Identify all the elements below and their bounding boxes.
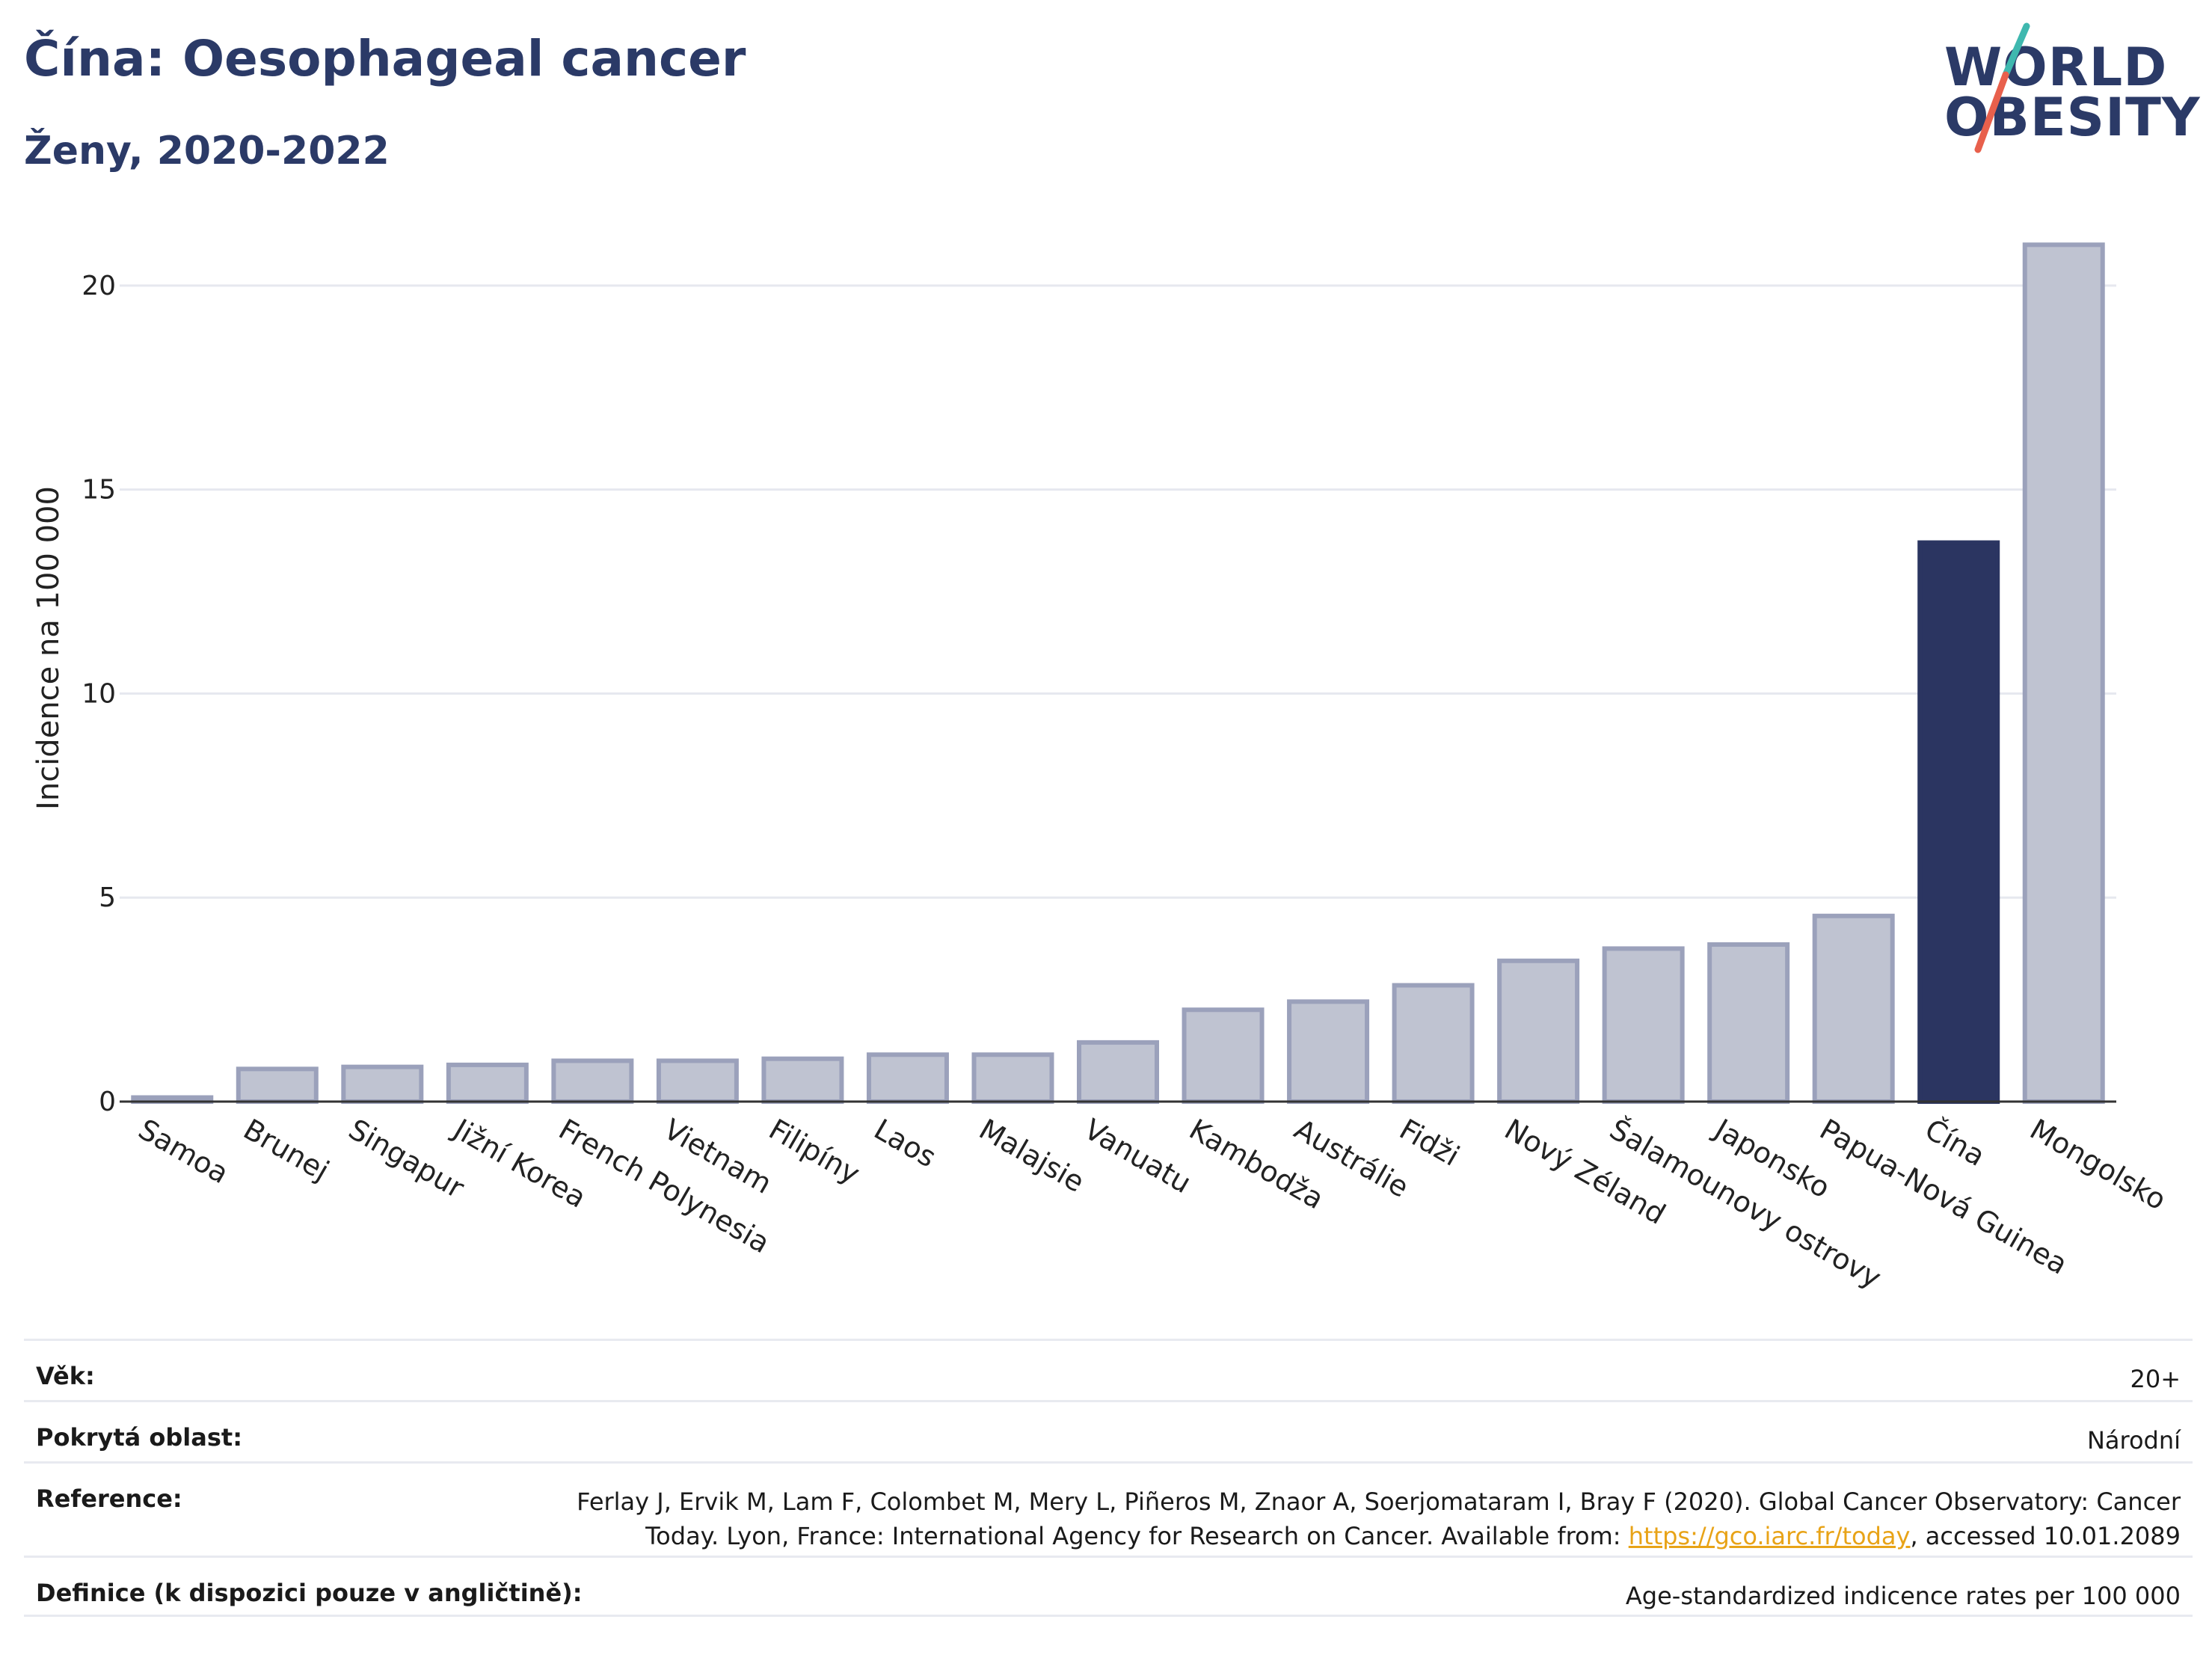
bar-11 (1287, 999, 1370, 1104)
bar-12 (1392, 983, 1475, 1104)
bar-4 (551, 1058, 634, 1105)
bar-6 (761, 1056, 844, 1105)
meta-value: Age-standardized indicence rates per 100… (1625, 1582, 2181, 1610)
meta-row-reference: Reference: Ferlay J, Ervik M, Lam F, Col… (24, 1461, 2193, 1556)
bar-17 (1917, 540, 2000, 1104)
bar-2 (341, 1064, 424, 1105)
meta-row-definition: Definice (k dispozici pouze v angličtině… (24, 1556, 2193, 1617)
x-tick-label: Fidži (1394, 1113, 1465, 1173)
reference-text: Ferlay J, Ervik M, Lam F, Colombet M, Me… (577, 1487, 2181, 1550)
meta-label: Pokrytá oblast: (36, 1423, 242, 1452)
bar-18 (2022, 242, 2105, 1105)
y-tick-label: 0 (99, 1087, 116, 1117)
bar-chart: 0 5 10 15 20 Incidence na 100 000 Samoa Brunej S… (31, 242, 2172, 1295)
bar-1 (236, 1066, 319, 1105)
page-subtitle: Ženy, 2020-2022 (24, 129, 390, 174)
world-obesity-logo: WORLD OBESITY (1944, 22, 2200, 157)
x-tick-label: Čína (1920, 1113, 1991, 1173)
meta-label: Definice (k dispozici pouze v angličtině… (36, 1579, 583, 1607)
logo-line-1: WORLD (1944, 37, 2168, 98)
bar-13 (1497, 958, 1580, 1104)
metadata-table: Věk: 20+ Pokrytá oblast: Národní Referen… (24, 1339, 2193, 1617)
reference-link[interactable]: https://gco.iarc.fr/today (1628, 1522, 1911, 1550)
meta-label: Věk: (36, 1362, 95, 1390)
y-tick-label: 10 (82, 678, 116, 709)
x-tick-label: Malajsie (974, 1113, 1090, 1199)
meta-row-age: Věk: 20+ (24, 1339, 2193, 1400)
bar-3 (446, 1062, 529, 1105)
x-tick-label: Mongolsko (2024, 1113, 2172, 1217)
meta-label: Reference: (36, 1484, 182, 1513)
meta-value: 20+ (2130, 1365, 2181, 1393)
bar-16 (1812, 913, 1895, 1105)
x-tick-label: Samoa (133, 1113, 234, 1191)
bar-10 (1182, 1007, 1265, 1104)
y-tick-label: 5 (99, 882, 116, 913)
x-tick-label: Vanuatu (1079, 1113, 1197, 1200)
y-axis-title: Incidence na 100 000 (31, 486, 66, 810)
x-tick-label: Brunej (238, 1113, 334, 1188)
reference-suffix: , accessed 10.01.2089 (1910, 1522, 2181, 1550)
logo-slash-icon (1974, 22, 2030, 153)
page-title: Čína: Oesophageal cancer (24, 30, 746, 87)
bar-7 (866, 1052, 949, 1105)
bar-15 (1707, 942, 1790, 1105)
bar-8 (971, 1052, 1054, 1105)
y-tick-label: 20 (82, 271, 116, 301)
y-tick-label: 15 (82, 475, 116, 506)
x-tick-label: Filipíny (764, 1113, 865, 1191)
meta-value: Národní (2086, 1426, 2181, 1455)
bar-9 (1077, 1040, 1159, 1105)
bar-5 (656, 1058, 739, 1105)
bar-14 (1602, 946, 1685, 1104)
meta-row-coverage: Pokrytá oblast: Národní (24, 1400, 2193, 1461)
x-tick-label: Singapur (343, 1113, 470, 1205)
meta-value-reference: Ferlay J, Ervik M, Lam F, Colombet M, Me… (550, 1484, 2181, 1553)
x-tick-label: Laos (868, 1113, 941, 1174)
